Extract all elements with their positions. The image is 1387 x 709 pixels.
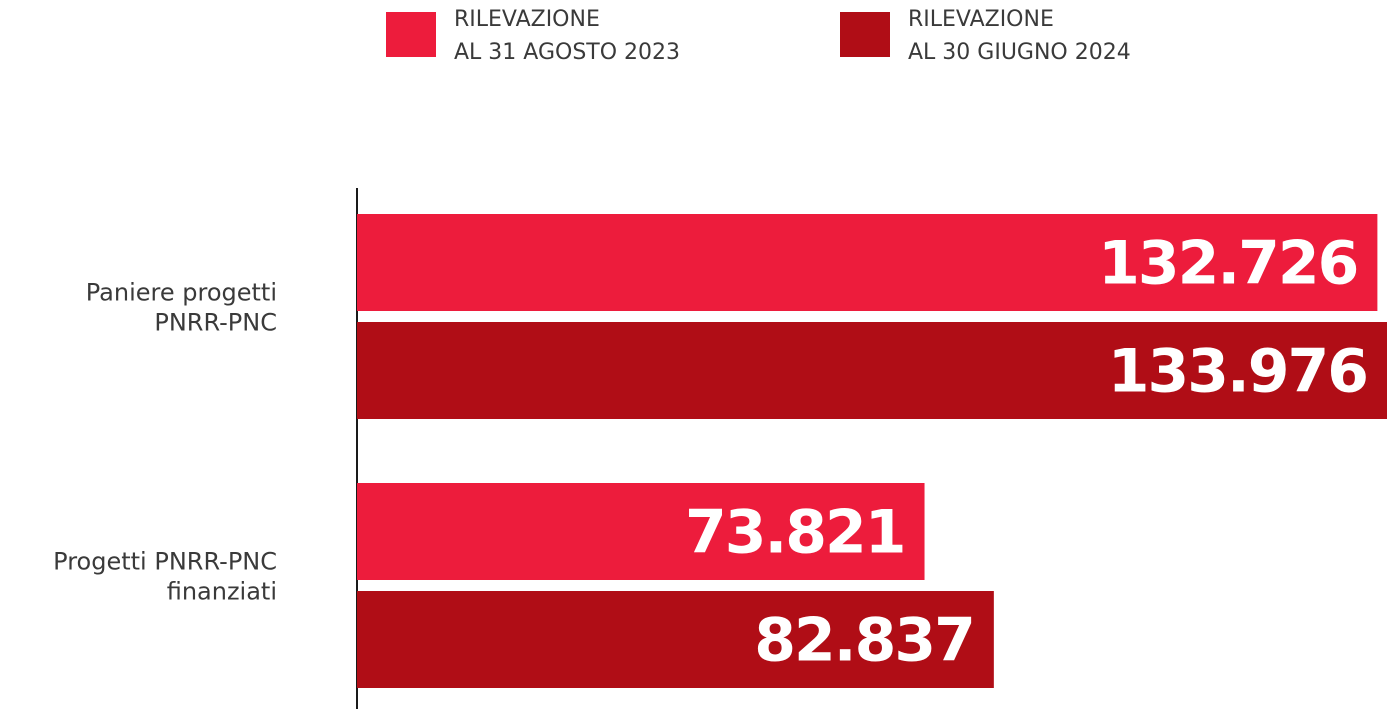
legend-swatch-2 bbox=[840, 12, 890, 57]
legend-label-2-line-1: RILEVAZIONE bbox=[908, 7, 1054, 32]
legend-label-1-line-2: AL 31 AGOSTO 2023 bbox=[454, 40, 680, 65]
category-label-2-line-2: finanziati bbox=[167, 578, 277, 606]
legend-swatch-1 bbox=[386, 12, 436, 57]
bar-2-1 bbox=[357, 483, 925, 580]
value-label-2-1: 73.821 bbox=[685, 498, 905, 568]
category-label-1-line-2: PNRR-PNC bbox=[154, 309, 277, 337]
bar-1-2 bbox=[357, 322, 1387, 419]
legend-label-1-line-1: RILEVAZIONE bbox=[454, 7, 600, 32]
bar-1-1 bbox=[357, 214, 1378, 311]
value-label-2-2: 82.837 bbox=[754, 606, 974, 676]
category-label-1-line-1: Paniere progetti bbox=[86, 279, 277, 307]
legend-label-2-line-2: AL 30 GIUGNO 2024 bbox=[908, 40, 1131, 65]
value-label-1-2: 133.976 bbox=[1108, 337, 1367, 407]
category-label-2-line-1: Progetti PNRR-PNC bbox=[53, 548, 277, 576]
bar-2-2 bbox=[357, 591, 994, 688]
value-label-1-1: 132.726 bbox=[1098, 229, 1357, 299]
